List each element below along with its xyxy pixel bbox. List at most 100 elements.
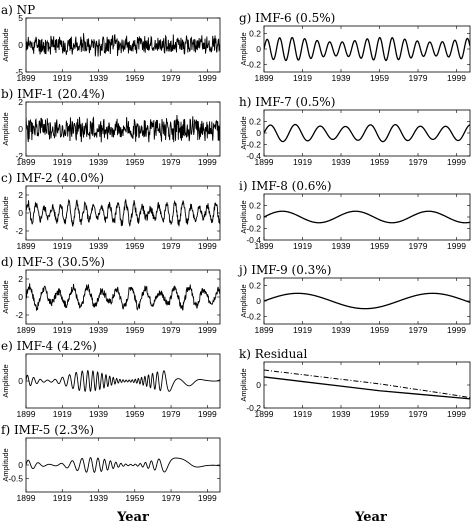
- panel-title: a) NP: [1, 3, 35, 17]
- panel-title: k) Residual: [239, 347, 307, 361]
- x-tick-label: 1999: [447, 73, 466, 83]
- y-tick-label: -2: [15, 310, 23, 320]
- series-group: [26, 114, 220, 143]
- x-tick-label: 1959: [370, 157, 389, 167]
- y-tick-label: 0: [256, 380, 261, 390]
- x-tick-label: 1959: [370, 409, 389, 419]
- series-group: [26, 198, 220, 228]
- x-tick-label: 1899: [17, 409, 36, 419]
- panel-1: a) NP 1899 1919 1939 1959 1979 1999 5 0 -5 Amplitu…: [1, 3, 221, 83]
- y-tick-label: 0: [256, 128, 261, 138]
- x-tick-label: 1999: [447, 157, 466, 167]
- y-tick-label: 0: [256, 212, 261, 222]
- x-tick-label: 1919: [293, 409, 312, 419]
- y-tick-label: 0.2: [249, 117, 261, 127]
- plot-frame: [263, 193, 471, 241]
- y-tick-label: -0.5: [8, 474, 23, 484]
- y-tick-label: -0.4: [246, 151, 261, 161]
- x-tick-label: 1959: [125, 325, 144, 335]
- x-tick-label: 1899: [17, 241, 36, 251]
- series-line: [26, 369, 220, 392]
- y-tick-label: -0.2: [246, 140, 261, 150]
- y-tick-label: 2: [18, 97, 23, 107]
- panel-9: i) IMF-8 (0.6%) 1899 1919 1939 1959 1979 1999 0…: [239, 179, 471, 251]
- y-tick-label: 0: [18, 40, 23, 50]
- x-axis-label-left: Year: [116, 510, 149, 525]
- x-tick-label: 1959: [370, 325, 389, 335]
- x-tick-label: 1939: [332, 157, 351, 167]
- x-tick-label: 1899: [255, 409, 274, 419]
- series-line: [264, 36, 470, 62]
- y-tick-label: -0.2: [246, 403, 261, 413]
- x-tick-label: 1959: [370, 73, 389, 83]
- y-axis-label: Amplitude: [1, 280, 10, 313]
- y-axis-label: Amplitude: [1, 112, 10, 145]
- x-tick-label: 1979: [162, 241, 181, 251]
- x-tick-label: 1919: [53, 493, 72, 503]
- plot-frame: [263, 277, 471, 325]
- x-tick-label: 1999: [198, 157, 217, 167]
- panel-title: c) IMF-2 (40.0%): [1, 171, 104, 185]
- y-tick-label: -2: [15, 151, 23, 161]
- series-group: [26, 33, 220, 57]
- x-tick-label: 1959: [125, 409, 144, 419]
- panel-title: f) IMF-5 (2.3%): [1, 423, 94, 437]
- x-tick-label: 1979: [162, 325, 181, 335]
- y-axis-label: Amplitude: [239, 32, 248, 65]
- series-line: [26, 114, 220, 143]
- panel-title: i) IMF-8 (0.6%): [239, 179, 332, 193]
- x-tick-label: 1979: [162, 409, 181, 419]
- x-tick-label: 1919: [293, 73, 312, 83]
- x-tick-label: 1939: [89, 157, 108, 167]
- x-tick-label: 1999: [447, 241, 466, 251]
- x-tick-label: 1899: [17, 325, 36, 335]
- y-axis-label: Amplitude: [1, 364, 10, 397]
- y-tick-label: -0.2: [246, 311, 261, 321]
- plot-frame: [263, 361, 471, 409]
- panel-title: h) IMF-7 (0.5%): [239, 95, 335, 109]
- y-tick-label: 0.2: [249, 29, 261, 39]
- x-tick-label: 1919: [293, 157, 312, 167]
- series-line: [26, 33, 220, 57]
- y-tick-label: 0: [18, 376, 23, 386]
- series-group: [264, 36, 470, 62]
- series-line: [26, 457, 220, 473]
- y-tick-label: 2: [18, 274, 23, 284]
- y-tick-label: 0: [18, 124, 23, 134]
- panel-6: f) IMF-5 (2.3%) 1899 1919 1939 1959 1979 1999 0…: [1, 423, 221, 503]
- x-tick-label: 1979: [409, 409, 428, 419]
- y-axis-label: Amplitude: [1, 196, 10, 229]
- y-axis-label: Amplitude: [239, 200, 248, 233]
- x-tick-label: 1919: [293, 325, 312, 335]
- series-group: [264, 292, 470, 310]
- y-tick-label: 0: [18, 208, 23, 218]
- x-tick-label: 1979: [162, 493, 181, 503]
- panel-title: b) IMF-1 (20.4%): [1, 87, 105, 101]
- x-tick-label: 1999: [198, 241, 217, 251]
- panel-11: k) Residual 1899 1919 1939 1959 1979 1999 0 -0.2…: [239, 347, 471, 419]
- x-tick-label: 1959: [125, 493, 144, 503]
- x-tick-label: 1999: [447, 325, 466, 335]
- y-axis-label: Amplitude: [239, 116, 248, 149]
- panel-title: e) IMF-4 (4.2%): [1, 339, 97, 353]
- x-tick-label: 1919: [53, 241, 72, 251]
- y-tick-label: 0.2: [249, 281, 261, 291]
- x-tick-label: 1899: [17, 157, 36, 167]
- series-line: [26, 283, 220, 312]
- series-line-dashdot: [264, 369, 470, 399]
- panel-7: g) IMF-6 (0.5%) 1899 1919 1939 1959 1979 1999 0…: [239, 11, 471, 83]
- y-tick-label: -0.4: [246, 235, 261, 245]
- panel-2: b) IMF-1 (20.4%) 1899 1919 1939 1959 1979 1999…: [1, 87, 221, 167]
- y-tick-label: -0.2: [246, 224, 261, 234]
- x-tick-label: 1979: [409, 325, 428, 335]
- x-tick-label: 1939: [89, 73, 108, 83]
- panel-4: d) IMF-3 (30.5%) 1899 1919 1939 1959 1979 1999…: [1, 255, 221, 335]
- x-tick-label: 1939: [332, 409, 351, 419]
- panel-title: g) IMF-6 (0.5%): [239, 11, 335, 25]
- x-tick-label: 1899: [255, 157, 274, 167]
- series-line: [26, 198, 220, 228]
- x-tick-label: 1939: [332, 325, 351, 335]
- y-tick-label: 0: [18, 292, 23, 302]
- series-line: [264, 210, 470, 224]
